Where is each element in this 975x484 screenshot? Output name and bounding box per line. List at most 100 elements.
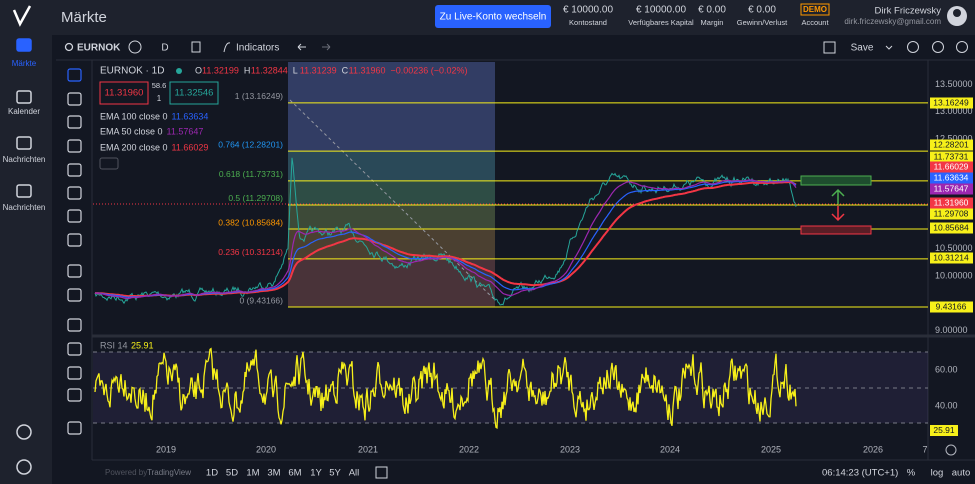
rsi-tick-label: 60.00 (935, 364, 958, 374)
price-tick-label: 13.00000 (935, 106, 973, 116)
drawing-tool[interactable] (67, 92, 82, 106)
sidebar-icon[interactable] (16, 38, 32, 52)
toolbar-icon[interactable] (956, 41, 968, 53)
branding-link[interactable]: TradingView (147, 468, 191, 477)
time-label: 2023 (560, 444, 580, 454)
bid-price[interactable]: 11.31960 (105, 88, 144, 99)
interval-button[interactable]: D (161, 43, 168, 54)
rsi-tag (930, 425, 958, 436)
range-button[interactable]: 1D (206, 468, 218, 479)
logo (12, 5, 32, 27)
range-button[interactable]: 1M (246, 468, 259, 479)
drawing-tool[interactable] (67, 139, 82, 153)
drawing-tool[interactable] (67, 421, 82, 435)
page-title: Märkte (61, 9, 107, 26)
help-button[interactable] (16, 459, 32, 475)
time-label: 2021 (358, 444, 378, 454)
toolbar-icon[interactable] (932, 41, 944, 53)
axis-settings[interactable] (945, 444, 957, 456)
drawing-tool[interactable] (67, 342, 82, 356)
save-button[interactable]: Save (851, 43, 874, 54)
price-tag (930, 301, 973, 313)
drawing-tool[interactable] (67, 318, 82, 332)
rsi-line (94, 347, 797, 430)
ohlc-value: 11.32844 (251, 65, 288, 75)
market-status (176, 68, 182, 74)
stat-label: Verfügbares Kapital (628, 18, 694, 27)
stat-value: € 10000.00 (636, 5, 686, 16)
fib-label: 0.382 (10.85684) (218, 217, 283, 227)
undo-button[interactable] (297, 43, 306, 51)
range-button[interactable]: 6M (288, 468, 301, 479)
price-tag (930, 161, 973, 173)
range-button[interactable]: 5D (226, 468, 238, 479)
sell-button[interactable] (99, 81, 149, 105)
time-label: 2019 (156, 444, 176, 454)
drawing-tool[interactable] (67, 388, 82, 402)
up-arrow (831, 188, 845, 204)
drawing-tool[interactable] (67, 233, 82, 247)
drawing-tool[interactable] (67, 115, 82, 129)
avatar-head (953, 9, 961, 17)
indicator-value: 11.63634 (172, 111, 209, 121)
user-email: dirk.friczewsky@gmail.com (844, 17, 941, 26)
range-button[interactable]: 1Y (310, 468, 322, 479)
stat-value: € 0.00 (748, 5, 776, 16)
range-button[interactable]: 3M (267, 468, 280, 479)
drawing-tool[interactable] (67, 264, 82, 278)
auto-toggle[interactable]: auto (952, 468, 971, 479)
symbol-search[interactable]: EURNOK (77, 43, 121, 54)
drawing-tool[interactable] (67, 163, 82, 177)
price-tag-label: 13.16249 (933, 97, 969, 107)
layout-button[interactable] (823, 41, 836, 54)
buy-button[interactable] (169, 81, 219, 105)
save-menu[interactable] (885, 45, 893, 50)
redo-button[interactable] (322, 43, 331, 51)
sidebar-label[interactable]: Märkte (12, 59, 37, 68)
time-label: 2025 (761, 444, 781, 454)
chart-type-button[interactable] (191, 41, 201, 53)
drawing-tool[interactable] (67, 186, 82, 200)
goto-date[interactable] (375, 466, 388, 479)
sidebar-label[interactable]: Kalender (8, 107, 40, 116)
fib-shade (288, 62, 495, 307)
price-tick-label: 13.50000 (935, 79, 973, 89)
log-toggle[interactable]: log (931, 468, 944, 479)
ema-line (94, 179, 797, 300)
ask-price[interactable]: 11.32546 (175, 88, 214, 99)
drawing-tool[interactable] (67, 68, 82, 82)
theme-toggle[interactable] (16, 424, 32, 440)
range-button[interactable]: All (349, 468, 360, 479)
stat-label: Kontostand (569, 18, 607, 27)
indicator-name: EMA 200 close 0 (100, 142, 168, 152)
live-account-button[interactable] (435, 5, 551, 28)
rsi-label: RSI 14 (100, 340, 128, 350)
sidebar-label[interactable]: Nachrichten (3, 155, 46, 164)
indicator-name: EMA 100 close 0 (100, 111, 168, 121)
fib-zone (288, 151, 495, 181)
compare-button[interactable] (128, 40, 142, 54)
sidebar-icon[interactable] (16, 90, 32, 104)
fib-label: 0 (9.43166) (240, 295, 284, 305)
live-account-label[interactable]: Zu Live-Konto wechseln (440, 12, 547, 23)
search-icon (64, 42, 74, 52)
fib-zone (288, 258, 495, 307)
sidebar-label[interactable]: Nachrichten (3, 203, 46, 212)
sidebar-icon[interactable] (16, 184, 32, 198)
drawing-tool[interactable] (67, 209, 82, 223)
price-tag-label: 11.29708 (934, 208, 969, 218)
indicators-button[interactable]: Indicators (236, 43, 279, 54)
collapse-legend[interactable] (99, 157, 119, 170)
percent-toggle[interactable]: % (907, 468, 916, 479)
toolbar-icon[interactable] (907, 41, 919, 53)
account-label: Account (801, 18, 829, 27)
ohlc-value: 11.31960 (349, 65, 386, 75)
stat-value: € 10000.00 (563, 5, 613, 16)
ohlc-key: H (244, 65, 251, 75)
price-tag (930, 139, 973, 151)
range-button[interactable]: 5Y (329, 468, 341, 479)
indicator-value: 11.57647 (167, 126, 204, 136)
drawing-tool[interactable] (67, 366, 82, 380)
drawing-tool[interactable] (67, 288, 82, 302)
sidebar-icon[interactable] (16, 136, 32, 150)
